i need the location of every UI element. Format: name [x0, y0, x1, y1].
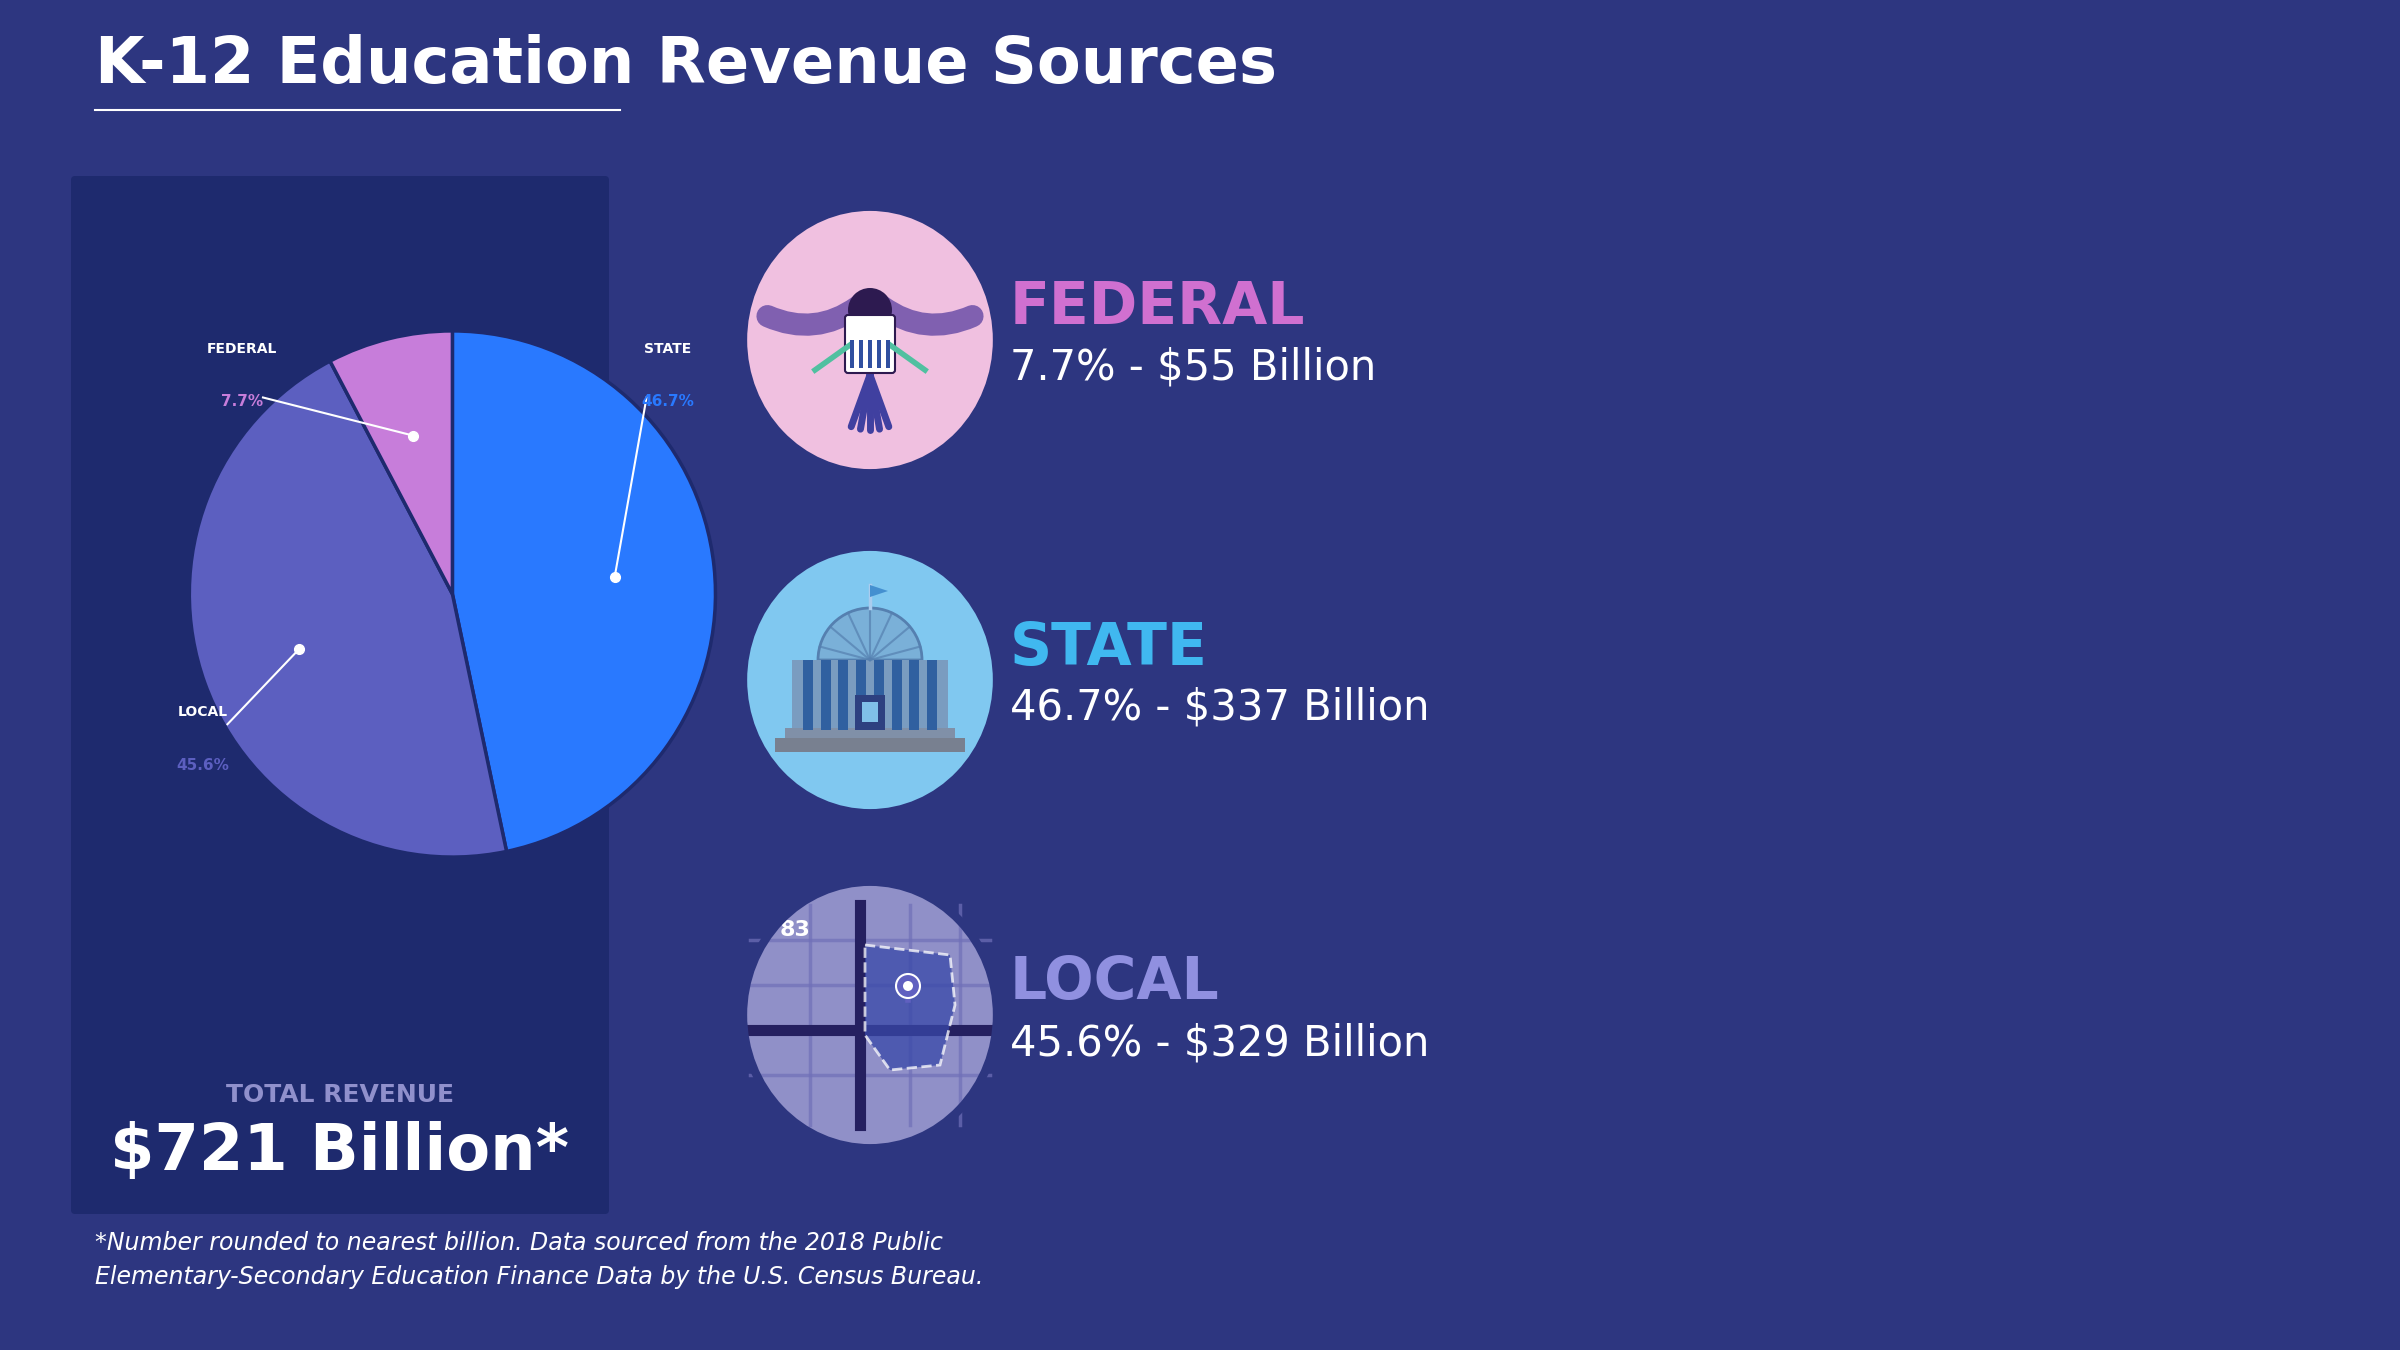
Wedge shape: [451, 331, 715, 852]
Text: FEDERAL: FEDERAL: [206, 343, 276, 356]
Text: LOCAL: LOCAL: [1010, 954, 1219, 1011]
Text: *Number rounded to nearest billion. Data sourced from the 2018 Public
Elementary: *Number rounded to nearest billion. Data…: [96, 1231, 984, 1289]
Bar: [890, 660, 902, 730]
Text: 46.7% - $337 Billion: 46.7% - $337 Billion: [1010, 687, 1430, 729]
Text: $721 Billion*: $721 Billion*: [110, 1120, 569, 1183]
Circle shape: [847, 288, 893, 332]
Ellipse shape: [744, 884, 996, 1146]
FancyBboxPatch shape: [845, 315, 895, 373]
Bar: [910, 660, 919, 730]
Ellipse shape: [744, 209, 996, 471]
Bar: [876, 340, 881, 369]
Wedge shape: [818, 608, 922, 660]
Wedge shape: [331, 331, 454, 594]
Text: 7.7% - $55 Billion: 7.7% - $55 Billion: [1010, 347, 1375, 389]
Text: 83: 83: [780, 919, 811, 940]
Text: TOTAL REVENUE: TOTAL REVENUE: [226, 1083, 454, 1107]
Wedge shape: [190, 360, 506, 857]
Polygon shape: [864, 945, 955, 1071]
Bar: [862, 702, 878, 722]
Polygon shape: [871, 585, 888, 597]
Bar: [874, 660, 883, 730]
Bar: [821, 660, 830, 730]
Bar: [857, 660, 866, 730]
Bar: [869, 340, 871, 369]
Bar: [850, 340, 854, 369]
Circle shape: [902, 981, 912, 991]
Text: FEDERAL: FEDERAL: [1010, 279, 1306, 336]
Text: STATE: STATE: [646, 343, 691, 356]
Text: K-12 Education Revenue Sources: K-12 Education Revenue Sources: [96, 34, 1277, 96]
Bar: [926, 660, 936, 730]
Bar: [785, 728, 955, 740]
FancyBboxPatch shape: [72, 176, 610, 1214]
Circle shape: [895, 973, 919, 998]
Bar: [854, 695, 886, 730]
Bar: [804, 660, 814, 730]
Bar: [838, 660, 850, 730]
Bar: [792, 660, 948, 730]
Text: 7.7%: 7.7%: [221, 394, 264, 409]
Text: LOCAL: LOCAL: [178, 706, 228, 720]
Bar: [886, 340, 890, 369]
Text: 45.6% - $329 Billion: 45.6% - $329 Billion: [1010, 1022, 1430, 1064]
Bar: [775, 738, 965, 752]
Text: STATE: STATE: [1010, 620, 1207, 676]
Text: 45.6%: 45.6%: [175, 757, 228, 772]
Text: 46.7%: 46.7%: [641, 394, 694, 409]
Ellipse shape: [744, 548, 996, 811]
Bar: [859, 340, 864, 369]
